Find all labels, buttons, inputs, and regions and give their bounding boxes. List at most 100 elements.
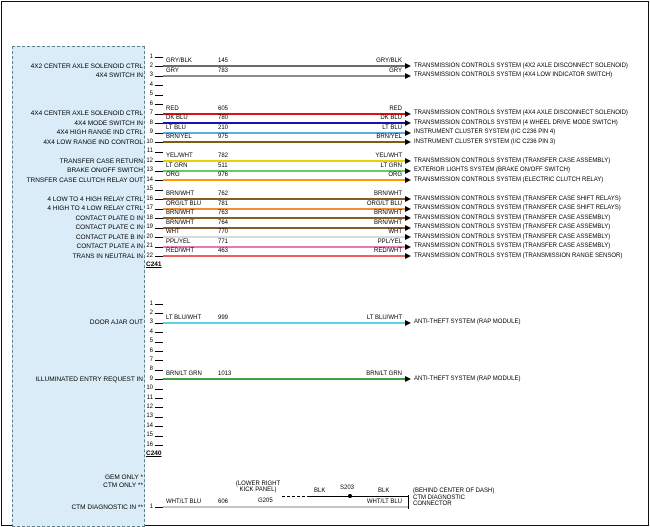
destination-label: TRANSMISSION CONTROLS SYSTEM (TRANSFER C… [414,233,611,240]
circuit-number: 976 [218,172,229,179]
destination-arrow-icon [405,177,411,184]
signal-label: BRAKE ON/OFF SWITCH [67,167,143,175]
circuit-number: 999 [218,314,229,321]
wire-color-label: BRN/YEL [166,134,192,141]
wire-color-label-right: ORG [388,172,402,179]
pin-number: 3 [149,319,153,326]
wire-color-label: BRN/WHT [166,219,194,226]
circuit-number: 780 [218,115,229,122]
pin-tick [155,369,163,371]
circuit-number: 783 [218,67,229,74]
wire-line [163,245,405,248]
note-ctm-only: CTM ONLY ** [103,482,143,489]
pin-tick [155,208,163,210]
pin-tick [155,313,163,315]
pin-number: 15 [146,432,153,439]
destination-label: TRANSMISSION CONTROLS SYSTEM (4X4 AXLE D… [414,110,628,117]
destination-label: ANTI-THEFT SYSTEM (RAP MODULE) [414,375,521,382]
pin-tick [155,445,163,446]
pin-tick [155,322,163,324]
bottom-pin-tick [155,507,163,508]
pin-number: 22 [146,252,153,259]
pin-number: 2 [149,62,153,69]
circuit-number: 762 [218,191,229,198]
wire-color-label: DK BLU [166,115,188,122]
pin-tick [155,123,163,125]
wire-color-label-right: RED [389,105,402,112]
wire-color-label: BRN/LT GRN [166,371,202,378]
wire-color-label: GRY/BLK [166,58,192,65]
signal-label: 4X4 SWITCH IN [95,72,143,80]
pin-tick [155,256,163,258]
wire-line [163,226,405,229]
pin-tick [155,189,163,191]
destination-arrow-icon [405,129,411,136]
circuit-number: 781 [218,200,229,207]
pin-number: 14 [146,422,153,429]
pin-number: 4 [149,81,153,88]
pin-number: 13 [146,167,153,174]
wire-line [163,131,405,134]
wire-color-label: BRN/WHT [166,191,194,198]
destination-label: ANTI-THEFT SYSTEM (RAP MODULE) [414,319,521,326]
wire-color-label-right: PPL/YEL [377,238,402,245]
wire-line [163,207,405,210]
wire-color-label-right: RED/WHT [374,248,402,255]
wire-line [163,378,405,381]
pin-tick [155,351,163,352]
wire-color-label-right: GRY [389,67,402,74]
signal-label: CONTACT PLATE A IN [76,243,143,251]
pin-tick [155,360,163,362]
pin-tick [155,180,163,182]
destination-label: INSTRUMENT CLUSTER SYSTEM (I/C C236 PIN … [414,129,556,136]
pin-number: 9 [149,129,153,136]
destination-arrow-icon [405,243,411,250]
splice-id: S203 [340,485,355,491]
signal-label: CONTACT PLATE C IN [75,224,143,232]
wire-line [163,179,405,182]
pin-number: 16 [146,441,153,448]
circuit-number: 463 [218,248,229,255]
ground-wire-dashed-segment [282,496,310,497]
pin-number: 10 [146,385,153,392]
signal-label: 4X4 HIGH RANGE IND CTRL [56,129,143,137]
circuit-number: 770 [218,229,229,236]
destination-arrow-icon [405,319,411,326]
pin-tick [155,113,163,115]
wire-line [163,122,405,125]
wire-line [163,112,405,115]
wire-color-label: LT BLU [166,124,186,131]
pin-tick [155,388,163,390]
destination-label: TRANSMISSION CONTROLS SYSTEM (ELECTRIC C… [414,176,604,183]
pin-tick [155,237,163,239]
pin-tick [155,379,163,381]
destination-arrow-icon [405,167,411,174]
wire-color-label-right: ORG/LT BLU [366,200,402,207]
wire-color-label-right: YEL/WHT [375,153,402,160]
wire-color-label-right: BRN/WHT [374,191,402,198]
pin-number: 11 [146,148,153,155]
signal-label: TRANS IN NEUTRAL IN [72,252,143,260]
wire-line [163,198,405,201]
pin-number: 9 [149,375,153,382]
pin-number: 1 [149,53,153,60]
diagnostic-connector-name-line2: CONNECTOR [413,501,452,507]
wire-color-label-right: DK BLU [380,115,402,122]
pin-number: 5 [149,91,153,98]
module-connector-box [12,46,145,527]
pin-tick [155,170,163,172]
signal-label: 4X4 LOW RANGE IND CONTROL [43,138,143,146]
circuit-number: 1013 [218,371,232,378]
note-gem-only: GEM ONLY * [104,474,143,481]
pin-number: 1 [149,300,153,307]
ground-location-line2: KICK PANEL) [239,487,277,493]
destination-arrow-icon [405,110,411,117]
pin-tick [155,57,163,58]
destination-label: TRANSMISSION CONTROLS SYSTEM (TRANSFER C… [414,243,611,250]
signal-label: ILLUMINATED ENTRY REQUEST IN [35,375,143,383]
pin-tick [155,332,163,334]
wire-line [163,65,405,68]
pin-number: 8 [149,366,153,373]
pin-number: 2 [149,309,153,316]
wire-color-label-right: BRN/YEL [376,134,402,141]
